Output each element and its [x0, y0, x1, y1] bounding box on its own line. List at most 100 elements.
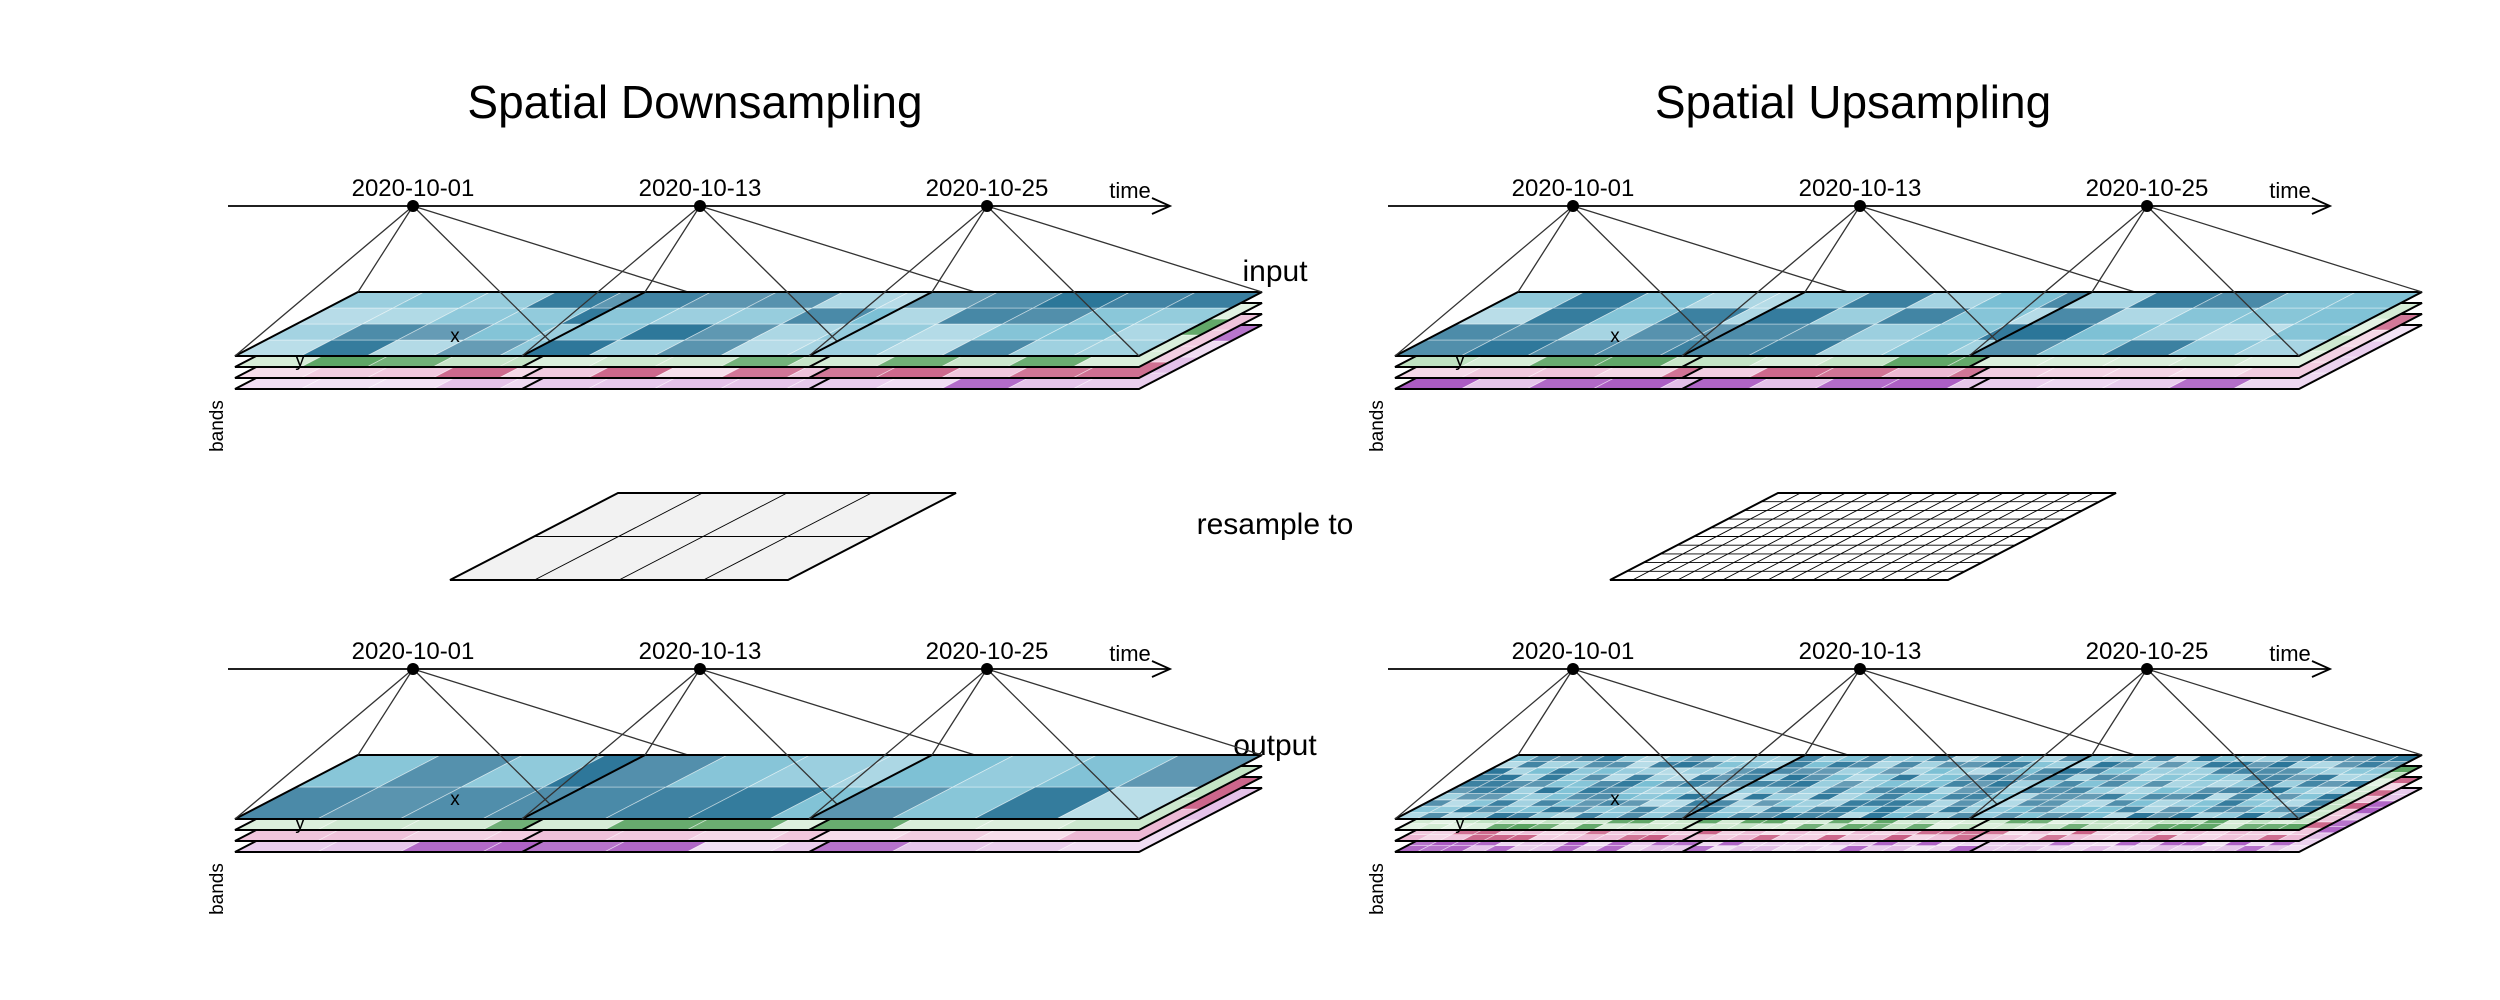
date-label: 2020-10-13	[639, 638, 762, 665]
row-label-input: input	[1242, 255, 1308, 288]
time-point-marker	[407, 200, 419, 212]
projection-line	[2146, 205, 2300, 357]
projection-line	[1394, 205, 1574, 357]
projection-line	[1859, 668, 2013, 820]
projection-line	[1517, 668, 1574, 756]
datacube: 2020-10-25	[1968, 638, 2423, 853]
projection-line	[521, 668, 701, 820]
projection-line	[1968, 205, 2148, 357]
projection-line	[1517, 205, 1574, 293]
time-point-marker	[2141, 200, 2153, 212]
datacube: 2020-10-01 x y bands	[207, 638, 689, 915]
projection-line	[357, 668, 414, 756]
projection-line	[986, 668, 1140, 820]
x-axis-label: x	[1610, 789, 1620, 810]
projection-line	[1572, 205, 1849, 293]
time-axis-arrow	[2311, 660, 2333, 678]
projection-line	[699, 205, 976, 293]
projection-line	[986, 668, 1263, 756]
projection-line	[2146, 205, 2423, 293]
time-axis-arrow	[1151, 197, 1173, 215]
projection-line	[1572, 668, 1726, 820]
date-label: 2020-10-01	[1512, 175, 1635, 202]
y-axis-label: y	[295, 350, 305, 371]
bands-axis-label: bands	[1367, 863, 1388, 915]
projection-line	[644, 668, 701, 756]
projection-line	[412, 668, 566, 820]
projection-line	[1804, 205, 1861, 293]
time-point-marker	[2141, 663, 2153, 675]
target-grid	[449, 492, 957, 581]
time-axis-label: time	[1109, 641, 1151, 666]
date-label: 2020-10-01	[1512, 638, 1635, 665]
target-grid	[1609, 492, 2117, 581]
time-point-marker	[1854, 200, 1866, 212]
time-point-marker	[1567, 663, 1579, 675]
time-axis-arrow	[1151, 660, 1173, 678]
datacube: 2020-10-25	[1968, 175, 2423, 390]
projection-line	[986, 205, 1140, 357]
projection-line	[1804, 668, 1861, 756]
panel-title-downsampling: Spatial Downsampling	[467, 76, 922, 128]
projection-line	[412, 668, 689, 756]
time-point-marker	[1567, 200, 1579, 212]
datacube: 2020-10-25	[808, 638, 1263, 853]
projection-line	[699, 668, 976, 756]
date-label: 2020-10-25	[926, 638, 1049, 665]
bands-axis-label: bands	[207, 400, 228, 452]
projection-line	[521, 205, 701, 357]
bands-axis-label: bands	[207, 863, 228, 915]
projection-line	[986, 205, 1263, 293]
projection-line	[1394, 668, 1574, 820]
panel-title-upsampling: Spatial Upsampling	[1655, 76, 2051, 128]
time-point-marker	[981, 663, 993, 675]
projection-line	[1859, 205, 2013, 357]
x-axis-label: x	[450, 789, 460, 810]
projection-line	[931, 668, 988, 756]
date-label: 2020-10-01	[352, 175, 475, 202]
date-label: 2020-10-25	[2086, 175, 2209, 202]
x-axis-label: x	[450, 326, 460, 347]
time-point-marker	[694, 663, 706, 675]
projection-line	[234, 668, 414, 820]
datacube: 2020-10-25	[808, 175, 1263, 390]
projection-line	[699, 668, 853, 820]
bands-axis-label: bands	[1367, 400, 1388, 452]
time-point-marker	[1854, 663, 1866, 675]
time-axis-label: time	[1109, 178, 1151, 203]
projection-line	[808, 205, 988, 357]
datacube: 2020-10-13	[1681, 175, 2136, 390]
time-axis-label: time	[2269, 178, 2311, 203]
time-axis-arrow	[2311, 197, 2333, 215]
projection-line	[1859, 668, 2136, 756]
date-label: 2020-10-13	[639, 175, 762, 202]
projection-line	[1968, 668, 2148, 820]
y-axis-label: y	[1455, 350, 1465, 371]
projection-line	[699, 205, 853, 357]
projection-line	[1681, 668, 1861, 820]
projection-line	[2146, 668, 2300, 820]
projection-line	[2091, 668, 2148, 756]
projection-line	[2146, 668, 2423, 756]
projection-line	[1572, 668, 1849, 756]
projection-line	[412, 205, 566, 357]
y-axis-label: y	[1455, 813, 1465, 834]
projection-line	[1681, 205, 1861, 357]
row-label-resample: resample to	[1197, 508, 1354, 541]
time-point-marker	[694, 200, 706, 212]
projection-line	[2091, 205, 2148, 293]
time-point-marker	[981, 200, 993, 212]
date-label: 2020-10-25	[926, 175, 1049, 202]
date-label: 2020-10-01	[352, 638, 475, 665]
projection-line	[808, 668, 988, 820]
date-label: 2020-10-13	[1799, 175, 1922, 202]
y-axis-label: y	[295, 813, 305, 834]
date-label: 2020-10-13	[1799, 638, 1922, 665]
datacube-layer: time 2020-10-01 x y bands 2020-10-13 2020-10-2…	[207, 175, 2423, 915]
x-axis-label: x	[1610, 326, 1620, 347]
projection-line	[1572, 205, 1726, 357]
date-label: 2020-10-25	[2086, 638, 2209, 665]
projection-line	[357, 205, 414, 293]
projection-line	[412, 205, 689, 293]
